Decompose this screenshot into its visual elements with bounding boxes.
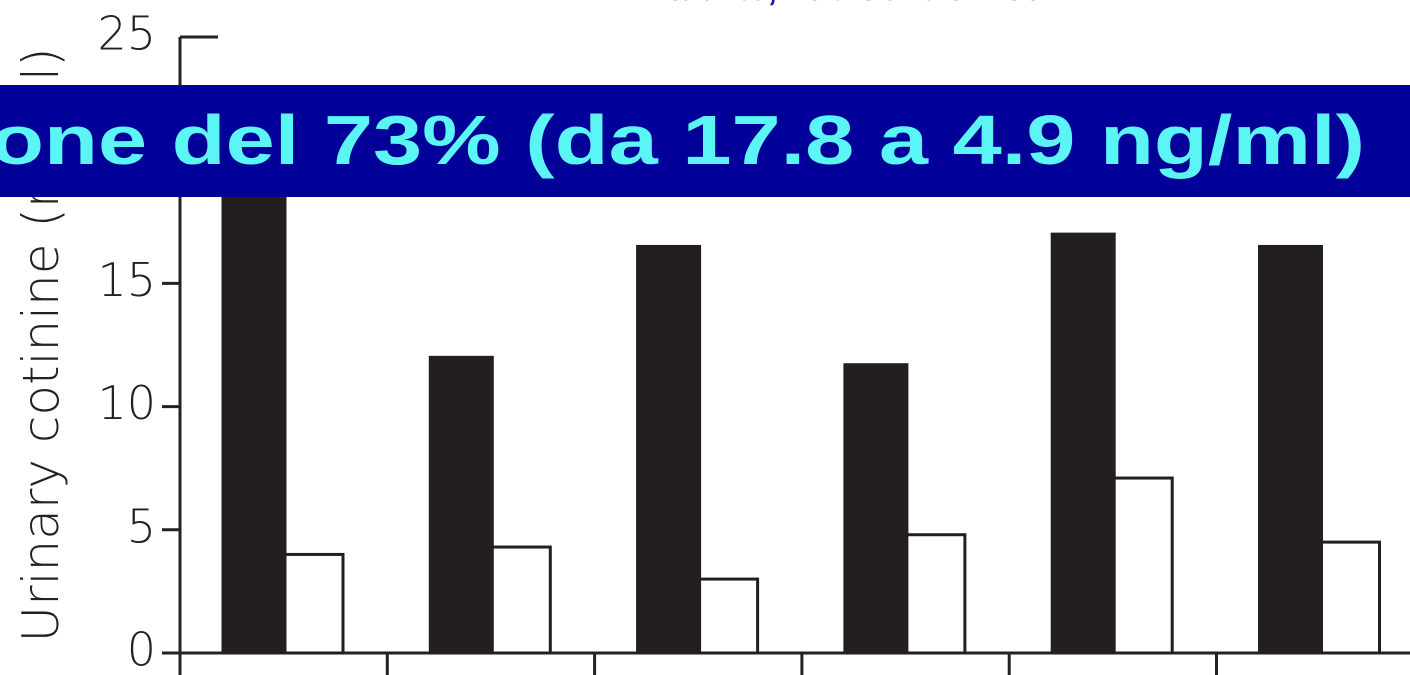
bar xyxy=(843,363,909,655)
bar xyxy=(283,552,345,655)
chart-title: Valente, Tob Control 2007 xyxy=(648,0,1061,8)
bar xyxy=(905,533,967,655)
bar xyxy=(490,545,552,655)
y-tick-label: 15 xyxy=(97,253,156,307)
bar xyxy=(221,183,287,655)
y-tick-label: 25 xyxy=(97,7,156,61)
bar xyxy=(1112,476,1174,655)
y-tick-label: 10 xyxy=(97,376,156,430)
y-tick-label: 5 xyxy=(127,499,156,553)
bar xyxy=(428,355,494,655)
y-tick-label: 0 xyxy=(127,623,156,675)
banner xyxy=(0,85,1410,197)
annotation: one del 73% (da 17.8 a 4.9 ng/ml) xyxy=(0,101,1365,179)
bar xyxy=(1050,232,1116,655)
bar xyxy=(636,244,702,655)
bar xyxy=(698,577,760,655)
bar xyxy=(1320,540,1381,655)
bar xyxy=(1258,244,1323,655)
